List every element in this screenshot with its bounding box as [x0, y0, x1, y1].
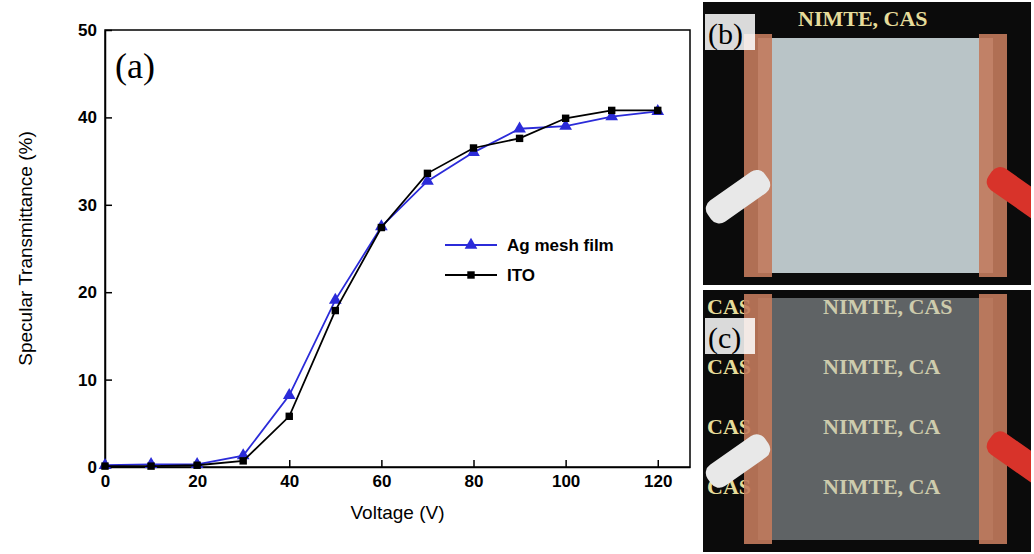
- marker: [101, 462, 108, 469]
- tick-mark: [105, 30, 112, 32]
- legend-marker: [467, 271, 474, 278]
- clip-white: [703, 166, 774, 227]
- label-patch: [705, 14, 755, 50]
- tick-label: 20: [78, 283, 97, 302]
- marker: [147, 462, 154, 469]
- marker: [239, 457, 246, 464]
- tick-mark: [473, 460, 475, 467]
- plot-area: [99, 104, 664, 470]
- tick: 80: [465, 460, 484, 491]
- clip-red: [983, 427, 1031, 494]
- marker: [470, 144, 477, 151]
- tick-label: 0: [88, 458, 97, 477]
- tick-mark: [565, 460, 567, 467]
- tick: 100: [552, 460, 580, 491]
- marker: [286, 413, 293, 420]
- tick-label: 120: [644, 472, 672, 491]
- tick: 50: [78, 21, 112, 40]
- marker: [651, 104, 664, 115]
- tick-label: 40: [280, 472, 299, 491]
- tick: 10: [78, 371, 112, 390]
- marker: [378, 224, 385, 231]
- tick: 30: [78, 196, 112, 215]
- tick-label: 20: [188, 472, 207, 491]
- marker: [283, 388, 296, 399]
- tick-label: 10: [78, 371, 97, 390]
- photo-background: [703, 2, 1031, 285]
- panel-label: (a): [115, 46, 155, 86]
- tick-label: 30: [78, 196, 97, 215]
- axis-line: [105, 31, 107, 468]
- marker: [513, 121, 526, 132]
- tick-mark: [105, 205, 112, 207]
- electrode: [744, 34, 772, 277]
- marker: [193, 462, 200, 469]
- film: [758, 298, 993, 540]
- tick: 0: [88, 458, 112, 477]
- tick-mark: [289, 460, 291, 467]
- panel-label: (c): [708, 321, 741, 355]
- photo-text: NIMTE, CAS: [798, 6, 928, 31]
- photo-panel: NIMTE, CAS: [703, 2, 1031, 285]
- film: [758, 38, 993, 273]
- tick-label: 40: [78, 108, 97, 127]
- legend: Ag mesh film ITO: [445, 236, 614, 285]
- marker: [191, 457, 204, 468]
- tick: 20: [78, 283, 112, 302]
- tick-label: 100: [552, 472, 580, 491]
- x-axis-title: Voltage (V): [351, 502, 445, 523]
- y-axis-title: Specular Transmittance (%): [15, 131, 36, 365]
- clip-white: [703, 430, 774, 491]
- electrode: [979, 34, 1007, 277]
- y-axis: 0 10 20 30 40 50: [78, 21, 112, 477]
- tick-mark: [658, 460, 660, 467]
- marker: [424, 170, 431, 177]
- marker: [516, 135, 523, 142]
- photo-background: [703, 290, 1031, 552]
- marker: [99, 458, 112, 469]
- tick-mark: [105, 292, 112, 294]
- marker: [562, 115, 569, 122]
- legend-label: ITO: [507, 266, 535, 285]
- legend-marker: [465, 238, 478, 249]
- tick-label: 0: [101, 472, 110, 491]
- clip-red: [983, 163, 1031, 230]
- marker: [608, 107, 615, 114]
- photo-panel: CASNIMTE, CASCASNIMTE, CACASNIMTE, CACAS…: [703, 290, 1031, 552]
- tick-label: 50: [78, 21, 97, 40]
- series-line: [105, 110, 658, 466]
- tick: 60: [372, 460, 391, 491]
- tick: 40: [280, 460, 299, 491]
- marker: [654, 107, 661, 114]
- legend-label: Ag mesh film: [507, 236, 614, 255]
- tick-mark: [381, 460, 383, 467]
- tick: 40: [78, 108, 112, 127]
- tick: 120: [644, 460, 672, 491]
- panel-label: (b): [708, 17, 743, 51]
- tick-mark: [105, 379, 112, 381]
- series-line: [105, 111, 658, 465]
- tick-label: 80: [465, 472, 484, 491]
- marker: [332, 307, 339, 314]
- electrode: [979, 294, 1007, 544]
- plot-frame: [105, 30, 690, 467]
- tick-label: 60: [372, 472, 391, 491]
- tick-mark: [105, 117, 112, 119]
- label-patch: [705, 318, 755, 354]
